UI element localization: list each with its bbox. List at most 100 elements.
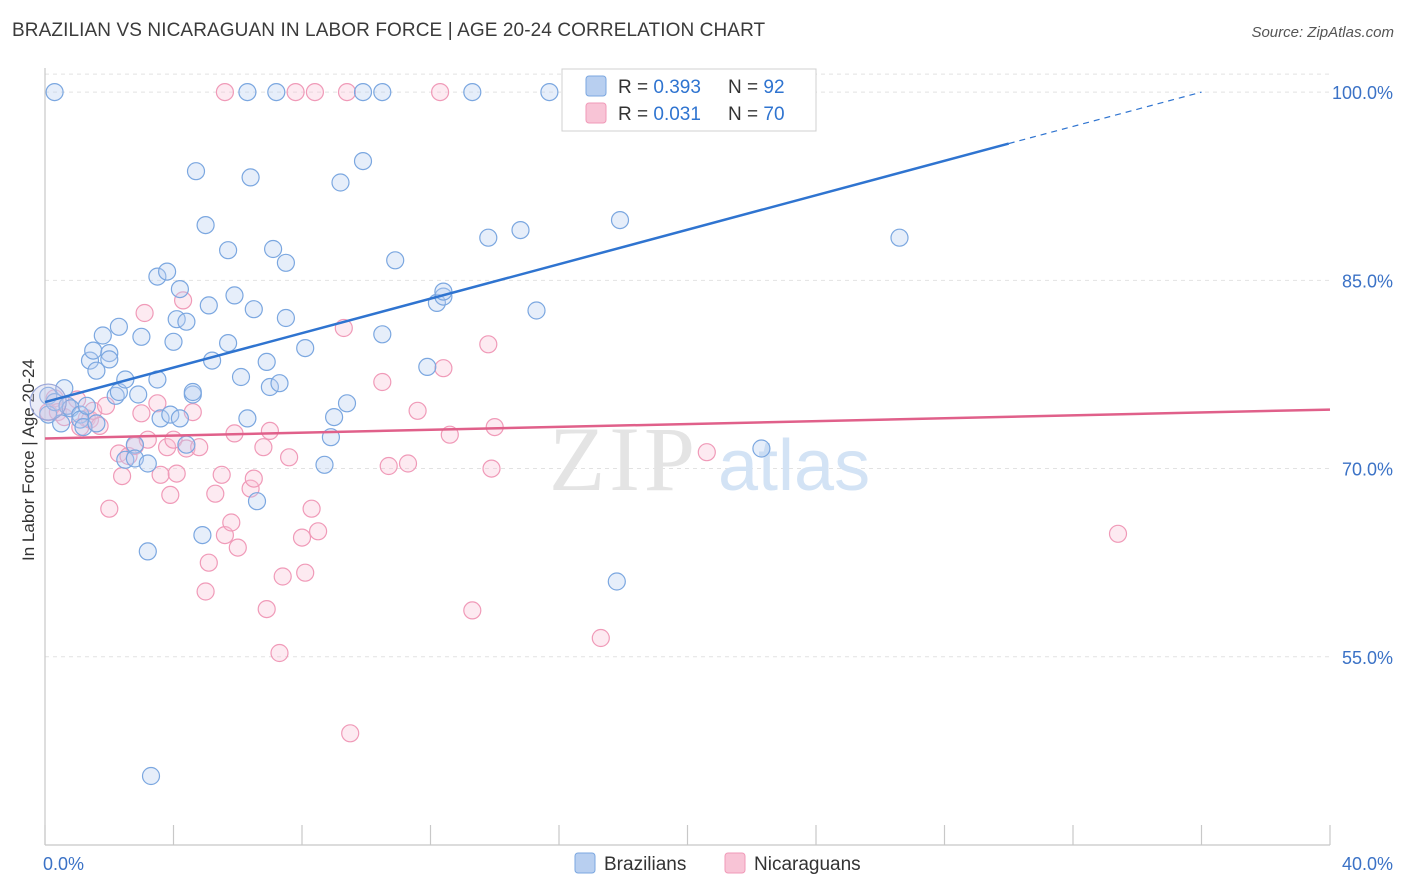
- brazilian-point-17: [100, 350, 119, 369]
- nicaraguan-point-35: [222, 513, 241, 532]
- brazilian-point-76: [511, 221, 530, 240]
- brazilian-point-22: [116, 450, 135, 469]
- brazilian-point-69: [373, 325, 392, 344]
- nicaraguan-point-62: [591, 628, 610, 648]
- brazilian-point-66: [331, 173, 350, 192]
- stats-r-label-2: R = 0.031: [618, 104, 701, 125]
- nicaraguan-point-23: [161, 485, 180, 504]
- stats-r-value-2: 0.031: [653, 104, 701, 125]
- brazilian-point-67: [337, 394, 357, 413]
- nicaraguan-point-58: [463, 601, 482, 620]
- nicaraguan-point-22: [158, 438, 177, 457]
- nicaraguan-point-61: [482, 459, 501, 478]
- nicaraguan-point-31: [199, 553, 218, 572]
- nicaraguan-point-33: [212, 465, 231, 484]
- brazilian-point-34: [161, 405, 180, 424]
- gridlines: [45, 73, 1330, 658]
- watermark-atlas: atlas: [718, 426, 870, 506]
- nicaraguan-point-48: [302, 499, 321, 518]
- brazilian-point-62: [296, 339, 315, 358]
- brazilian-point-15: [93, 326, 112, 345]
- brazilian-point-25: [129, 385, 148, 404]
- trend-lines: [44, 91, 1331, 440]
- brazilian-point-50: [225, 286, 244, 305]
- brazilian-point-29: [141, 766, 161, 786]
- nicaraguan-point-53: [379, 456, 398, 476]
- brazilian-point-49: [219, 334, 238, 353]
- brazilian-point-37: [170, 409, 189, 428]
- brazilian-point-39: [177, 312, 196, 331]
- stats-n-value-1: 92: [763, 77, 784, 98]
- brazilian-point-68: [353, 152, 373, 171]
- brazilian-point-63: [315, 455, 334, 474]
- nicaraguan-point-67: [305, 82, 324, 102]
- brazilian-point-43: [186, 162, 206, 181]
- brazilian-point-45: [196, 216, 215, 235]
- brazilian-point-35: [164, 332, 183, 351]
- brazilians-trend-extension: [1008, 91, 1202, 145]
- nicaraguan-point-18: [135, 303, 154, 323]
- stats-legend: R = 0.393 N = 92 R = 0.031 N = 70: [561, 68, 817, 132]
- brazilian-point-10: [77, 396, 96, 415]
- brazilian-point-79: [610, 211, 630, 230]
- nicaraguan-point-25: [167, 464, 186, 483]
- y-tick-label-2: 85.0%: [1342, 271, 1393, 291]
- nicaraguan-point-43: [270, 643, 289, 663]
- brazilian-point-30: [148, 267, 167, 286]
- brazilian-point-54: [244, 300, 263, 319]
- brazilian-point-59: [270, 374, 289, 393]
- nicaraguan-point-51: [341, 724, 360, 743]
- nicaraguan-point-68: [337, 82, 357, 102]
- nicaraguan-point-12: [100, 499, 119, 518]
- brazilian-point-70: [386, 251, 405, 270]
- nicaraguan-point-40: [254, 438, 273, 457]
- nicaraguan-point-66: [286, 82, 305, 102]
- x-tick-label-0: 0.0%: [43, 854, 84, 874]
- source-credit: Source: ZipAtlas.com: [1251, 24, 1394, 41]
- stats-r-value-1: 0.393: [653, 77, 701, 98]
- nicaraguan-point-45: [280, 448, 299, 467]
- brazilian-point-83: [238, 82, 257, 102]
- brazilian-point-71: [418, 357, 437, 376]
- axes: [44, 68, 1331, 846]
- brazilian-point-61: [276, 308, 295, 328]
- nicaraguan-point-44: [273, 567, 292, 586]
- brazilians-trend-line: [44, 142, 1010, 404]
- y-tick-label-3: 100.0%: [1332, 83, 1393, 103]
- brazilian-point-57: [260, 377, 279, 397]
- nicaraguan-point-46: [292, 528, 312, 547]
- brazilian-point-26: [132, 327, 151, 346]
- brazilian-point-13: [84, 341, 103, 360]
- stats-swatch-brazilians: [585, 75, 607, 97]
- nicaraguan-point-26: [174, 291, 193, 310]
- brazilian-point-38: [170, 280, 189, 299]
- y-tick-label-1: 70.0%: [1342, 460, 1393, 480]
- stats-n-label-2: N = 70: [728, 104, 785, 125]
- y-tick-label-0: 55.0%: [1342, 648, 1393, 668]
- stats-r-label-1: R = 0.393: [618, 77, 701, 98]
- brazilian-point-84: [267, 82, 286, 102]
- brazilian-point-52: [238, 409, 257, 428]
- brazilian-point-28: [138, 542, 157, 561]
- series-legend: Brazilians Nicaraguans: [574, 852, 861, 875]
- brazilian-point-11: [87, 414, 106, 433]
- brazilian-point-42: [183, 382, 202, 402]
- nicaraguan-point-59: [479, 335, 498, 354]
- nicaraguan-point-55: [408, 401, 427, 420]
- stats-n-label-1: N = 92: [728, 77, 785, 98]
- brazilian-point-16: [100, 344, 119, 363]
- nicaraguan-point-49: [309, 522, 328, 541]
- nicaraguan-point-14: [112, 467, 132, 486]
- brazilian-point-88: [540, 82, 559, 102]
- nicaraguan-point-17: [132, 404, 151, 423]
- nicaraguan-point-65: [215, 82, 234, 102]
- nicaraguan-point-69: [431, 82, 450, 102]
- nicaraguan-point-41: [257, 599, 276, 619]
- brazilian-point-58: [264, 239, 283, 259]
- nicaraguan-point-54: [398, 454, 418, 473]
- legend-label-brazilians: Brazilians: [604, 854, 686, 875]
- nicaraguan-point-42: [260, 421, 279, 440]
- brazilian-point-27: [138, 454, 157, 473]
- brazilian-point-65: [325, 408, 344, 427]
